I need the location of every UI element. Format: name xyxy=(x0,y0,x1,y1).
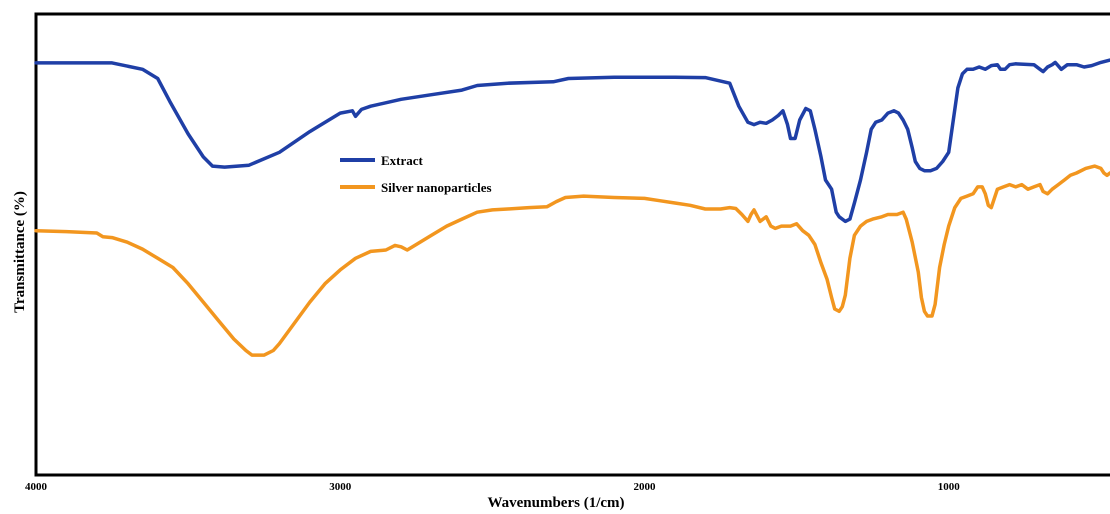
x-tick-label: 4000 xyxy=(25,481,48,493)
x-tick-label: 3000 xyxy=(329,481,352,493)
legend: Extract Silver nanoparticles xyxy=(340,153,492,195)
plot-frame xyxy=(34,12,1110,477)
x-tick-label: 2000 xyxy=(634,481,657,493)
x-axis-title: Wavenumbers (1/cm) xyxy=(487,495,624,511)
legend-label-extract: Extract xyxy=(381,153,424,168)
series-line-extract xyxy=(34,58,1110,224)
series-line-silver-nanoparticles xyxy=(34,164,1110,357)
x-axis-ticks: 4000 3000 2000 1000 xyxy=(25,481,960,493)
series-lines xyxy=(34,58,1110,357)
legend-label-silver-nanoparticles: Silver nanoparticles xyxy=(381,180,492,195)
y-axis-title: Transmittance (%) xyxy=(12,191,28,313)
x-tick-label: 1000 xyxy=(938,481,961,493)
